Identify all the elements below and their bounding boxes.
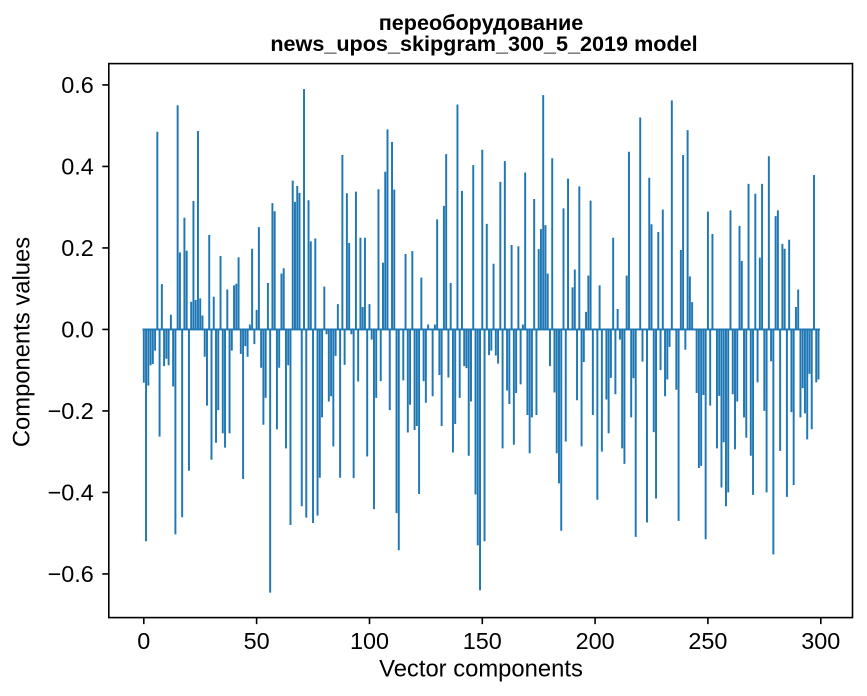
svg-text:Vector components: Vector components bbox=[379, 655, 583, 682]
svg-text:−0.2: −0.2 bbox=[48, 398, 94, 424]
svg-text:Components values: Components values bbox=[9, 237, 36, 447]
svg-text:50: 50 bbox=[244, 628, 270, 654]
svg-text:0.0: 0.0 bbox=[61, 317, 94, 343]
svg-text:100: 100 bbox=[350, 628, 389, 654]
svg-text:0.6: 0.6 bbox=[61, 72, 94, 98]
svg-text:0: 0 bbox=[137, 628, 150, 654]
svg-text:−0.4: −0.4 bbox=[48, 480, 94, 506]
svg-text:250: 250 bbox=[688, 628, 727, 654]
svg-text:150: 150 bbox=[463, 628, 502, 654]
svg-text:0.2: 0.2 bbox=[61, 235, 94, 261]
svg-text:200: 200 bbox=[576, 628, 615, 654]
svg-text:−0.6: −0.6 bbox=[48, 561, 94, 587]
svg-text:0.4: 0.4 bbox=[61, 154, 94, 180]
svg-text:300: 300 bbox=[801, 628, 840, 654]
svg-text:переоборудование: переоборудование bbox=[379, 10, 584, 35]
svg-text:news_upos_skipgram_300_5_2019: news_upos_skipgram_300_5_2019 model bbox=[270, 31, 697, 56]
